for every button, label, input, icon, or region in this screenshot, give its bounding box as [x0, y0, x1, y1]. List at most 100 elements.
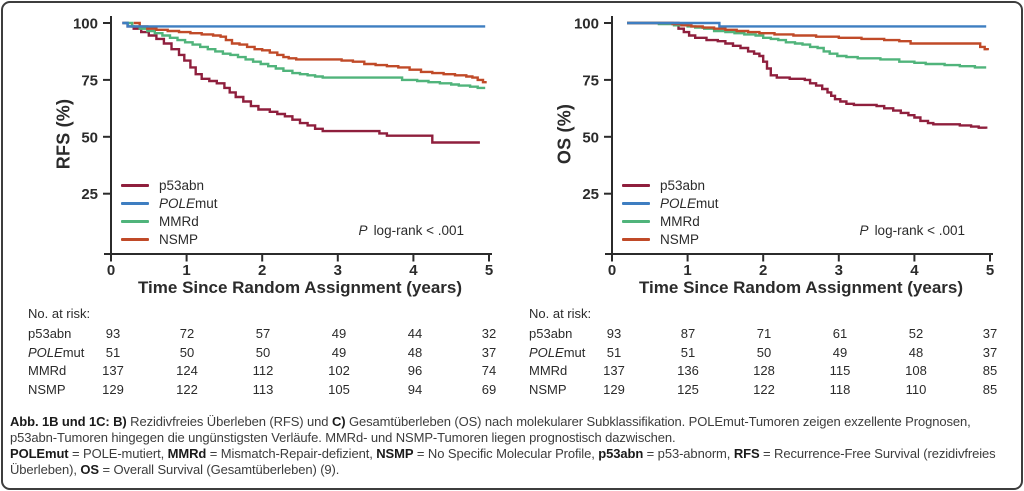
risk-value: 61 — [832, 326, 848, 341]
risk-row-label: MMRd — [529, 363, 568, 378]
risk-value: 93 — [606, 326, 622, 341]
x-tick-label: 3 — [334, 262, 342, 279]
legend-label-p53abn: p53abn — [660, 177, 706, 193]
risk-value: 105 — [328, 381, 350, 397]
risk-value: 96 — [407, 363, 423, 378]
os-plot-svg: 100 75 50 25 0 1 2 3 4 5 — [574, 16, 994, 280]
km-curve-NSMP — [133, 21, 487, 84]
km-curve-POLEmut — [627, 21, 987, 28]
caption-description: Abb. 1B und 1C: B) Rezidivfreies Überleb… — [10, 414, 971, 445]
legend-label-p53abn: p53abn — [159, 177, 205, 193]
risk-value: 51 — [680, 344, 696, 360]
risk-table-row: MMRd 137 136 128 115 108 85 — [501, 363, 1013, 382]
risk-value: 74 — [481, 363, 497, 378]
risk-value: 50 — [255, 344, 271, 360]
risk-table-row: MMRd 137 124 112 102 96 74 — [0, 363, 512, 382]
risk-value: 32 — [481, 326, 497, 341]
x-tick-label: 5 — [986, 262, 994, 279]
risk-value: 37 — [481, 344, 497, 360]
km-curve-POLEmut — [122, 21, 486, 28]
legend-label-polemut: POLEmut — [159, 195, 218, 211]
risk-row-label: NSMP — [28, 381, 66, 397]
risk-value: 44 — [407, 326, 423, 341]
figure-caption: Abb. 1B und 1C: B) Rezidivfreies Überleb… — [10, 414, 1012, 478]
risk-value: 49 — [331, 344, 347, 360]
caption-abbreviations: POLEmut = POLE-mutiert, MMRd = Mismatch-… — [10, 446, 996, 477]
os-km-chart: 100 75 50 25 0 1 2 3 4 5 OS (%) Time Since Random… — [501, 0, 1021, 405]
risk-value: 94 — [407, 381, 423, 397]
risk-row-label: p53abn — [529, 326, 573, 341]
risk-value: 122 — [176, 381, 198, 397]
legend-item-polemut: POLEmut — [121, 194, 218, 212]
risk-row-label: MMRd — [28, 363, 67, 378]
risk-value: 137 — [102, 363, 124, 378]
risk-value: 85 — [982, 381, 998, 397]
os-risk-table-title: No. at risk: — [529, 306, 592, 321]
legend-item-p53abn: p53abn — [622, 176, 719, 194]
x-tick-label: 4 — [409, 262, 418, 279]
risk-table-row: POLEmut 51 51 50 49 48 37 — [501, 345, 1013, 364]
os-risk-table: p53abn 93 87 71 61 52 37 POLEmut 51 51 50 49 48 37 MMR… — [501, 326, 1013, 400]
rfs-km-chart: 100 75 50 25 0 1 2 3 4 5 RFS (%) Time Since Rando… — [0, 0, 520, 405]
os-legend: p53abn POLEmut MMRd NSMP — [622, 176, 719, 248]
y-tick-label: 100 — [73, 16, 98, 33]
os-y-axis-label: OS (%) — [554, 103, 575, 165]
y-tick-label: 75 — [582, 72, 599, 89]
risk-value: 125 — [677, 381, 699, 397]
rfs-x-axis-label: Time Since Random Assignment (years) — [137, 278, 463, 297]
risk-value: 85 — [982, 363, 998, 378]
p53abn-line-swatch — [622, 183, 650, 187]
legend-item-nsmp: NSMP — [622, 230, 719, 248]
legend-label-nsmp: NSMP — [159, 231, 199, 247]
risk-value: 129 — [102, 381, 124, 397]
risk-value: 49 — [832, 344, 848, 360]
risk-value: 37 — [982, 326, 998, 341]
legend-item-polemut: POLEmut — [622, 194, 719, 212]
risk-value: 129 — [603, 381, 625, 397]
rfs-plot-svg: 100 75 50 25 0 1 2 3 4 5 — [73, 16, 493, 280]
legend-label-polemut: POLEmut — [660, 195, 719, 211]
legend-label-nsmp: NSMP — [660, 231, 700, 247]
x-tick-label: 5 — [485, 262, 493, 279]
legend-label-mmrd: MMRd — [660, 213, 700, 229]
risk-table-row: NSMP 129 122 113 105 94 69 — [0, 382, 512, 401]
risk-value: 124 — [176, 363, 198, 378]
risk-value: 118 — [829, 381, 851, 397]
y-tick-label: 50 — [582, 129, 599, 146]
km-curve-NSMP — [627, 21, 989, 51]
risk-row-label: NSMP — [529, 381, 567, 397]
mmrd-line-swatch — [121, 219, 149, 223]
risk-value: 52 — [908, 326, 924, 341]
risk-value: 48 — [908, 344, 924, 360]
km-curve-p53abn — [122, 21, 480, 144]
caption-figure-number: Abb. 1B und 1C: B) — [10, 414, 127, 429]
y-tick-label: 25 — [81, 186, 98, 203]
polemut-line-swatch — [121, 201, 149, 205]
x-tick-label: 2 — [258, 262, 266, 279]
legend-item-mmrd: MMRd — [121, 212, 218, 230]
risk-table-row: p53abn 93 72 57 49 44 32 — [0, 326, 512, 345]
risk-value: 51 — [105, 344, 121, 360]
p53abn-line-swatch — [121, 183, 149, 187]
risk-value: 50 — [179, 344, 195, 360]
polemut-line-swatch — [622, 201, 650, 205]
risk-value: 51 — [606, 344, 622, 360]
risk-value: 102 — [328, 363, 350, 378]
risk-row-label: POLEmut — [28, 344, 85, 360]
mmrd-line-swatch — [622, 219, 650, 223]
rfs-risk-table: p53abn 93 72 57 49 44 32 POLEmut 51 50 50 49 48 37 MMR… — [0, 326, 512, 400]
km-curve-MMRd — [124, 21, 486, 90]
x-tick-label: 0 — [608, 262, 616, 279]
y-tick-label: 100 — [574, 16, 599, 33]
km-curve-p53abn — [627, 21, 988, 129]
risk-table-row: POLEmut 51 50 50 49 48 37 — [0, 345, 512, 364]
x-tick-label: 1 — [683, 262, 691, 279]
risk-value: 49 — [331, 326, 347, 341]
risk-value: 72 — [179, 326, 195, 341]
risk-table-row: NSMP 129 125 122 118 110 85 — [501, 382, 1013, 401]
risk-value: 48 — [407, 344, 423, 360]
risk-row-label: p53abn — [28, 326, 72, 341]
risk-value: 87 — [680, 326, 696, 341]
